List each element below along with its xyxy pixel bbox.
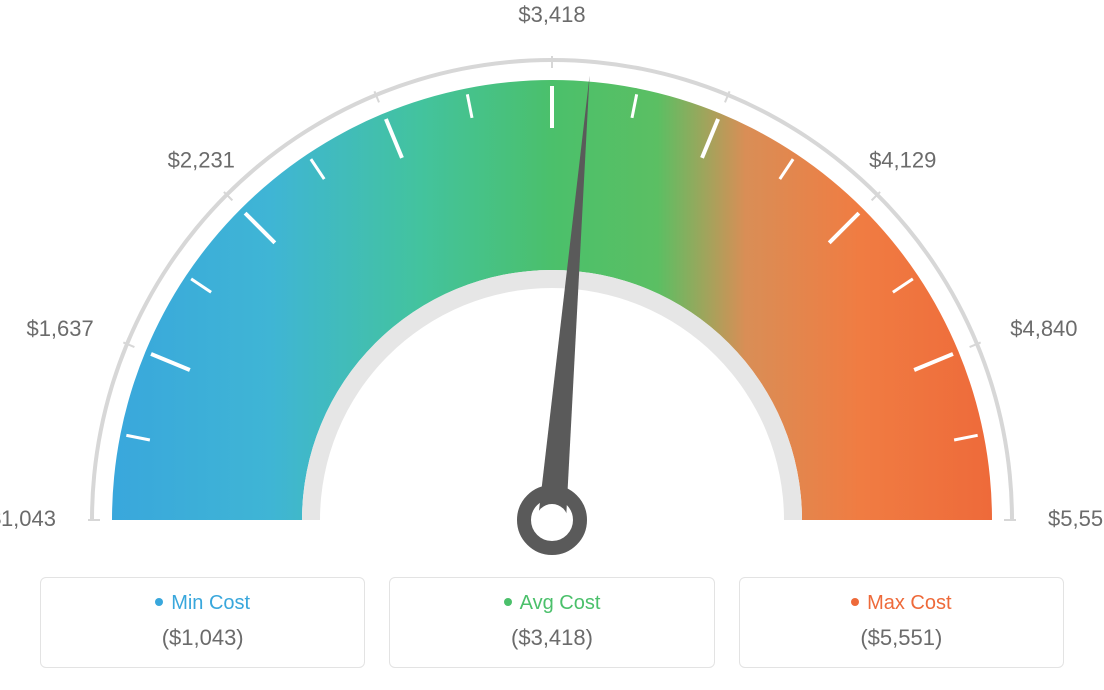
svg-text:$3,418: $3,418 xyxy=(518,2,585,27)
dot-icon xyxy=(504,598,512,606)
dot-icon xyxy=(851,598,859,606)
legend-max-value: ($5,551) xyxy=(750,625,1053,651)
svg-text:$4,840: $4,840 xyxy=(1010,316,1077,341)
legend-min-title: Min Cost xyxy=(51,592,354,615)
legend-row: Min Cost ($1,043) Avg Cost ($3,418) Max … xyxy=(40,577,1064,668)
dot-icon xyxy=(155,598,163,606)
svg-text:$5,551: $5,551 xyxy=(1048,506,1104,531)
svg-text:$2,231: $2,231 xyxy=(168,147,235,172)
legend-avg-title: Avg Cost xyxy=(400,592,703,615)
legend-avg-label: Avg Cost xyxy=(520,592,601,614)
svg-text:$4,129: $4,129 xyxy=(869,147,936,172)
legend-max: Max Cost ($5,551) xyxy=(739,577,1064,668)
legend-max-title: Max Cost xyxy=(750,592,1053,615)
svg-text:$1,637: $1,637 xyxy=(26,316,93,341)
svg-text:$1,043: $1,043 xyxy=(0,506,56,531)
legend-min-label: Min Cost xyxy=(171,592,250,614)
legend-avg: Avg Cost ($3,418) xyxy=(389,577,714,668)
legend-max-label: Max Cost xyxy=(867,592,951,614)
gauge-svg: $1,043 $1,637 $2,231 $3,418 $4,129 $4,840 $5,5… xyxy=(0,0,1104,560)
cost-gauge-chart: $1,043 $1,637 $2,231 $3,418 $4,129 $4,840 $5,5… xyxy=(0,0,1104,690)
legend-avg-value: ($3,418) xyxy=(400,625,703,651)
legend-min: Min Cost ($1,043) xyxy=(40,577,365,668)
gauge-area: $1,043 $1,637 $2,231 $3,418 $4,129 $4,840 $5,5… xyxy=(0,0,1104,560)
legend-min-value: ($1,043) xyxy=(51,625,354,651)
